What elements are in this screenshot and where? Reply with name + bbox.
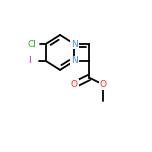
Text: N: N [71, 56, 78, 65]
Text: N: N [71, 40, 78, 49]
Text: O: O [100, 80, 107, 89]
Text: I: I [28, 56, 31, 65]
Text: O: O [71, 80, 78, 89]
Text: Cl: Cl [28, 40, 36, 49]
